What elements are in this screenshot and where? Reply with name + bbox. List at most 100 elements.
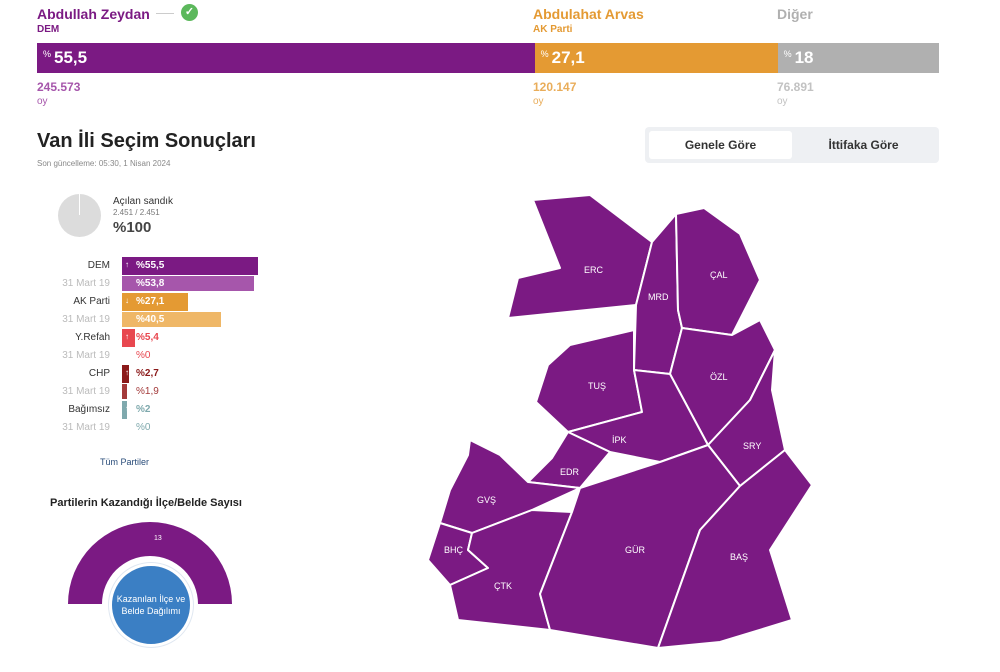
- candidate-1: Abdullah Zeydan DEM: [37, 6, 150, 35]
- party-bar: [122, 365, 129, 383]
- party-prev-pct: %0: [136, 422, 151, 433]
- party-row-4: Bağımsız ↑ %2: [0, 401, 300, 419]
- prev-election-label: 31 Mart 19: [62, 278, 110, 289]
- district-ipk[interactable]: [567, 369, 709, 463]
- party-pct: %2,7: [136, 368, 159, 379]
- district-label-10: ÇTK: [494, 581, 512, 591]
- party-name: AK Parti: [73, 296, 110, 307]
- party-prev-pct: %40,5: [136, 314, 165, 325]
- party-prev-pct: %53,8: [136, 278, 165, 289]
- district-label-11: GÜR: [625, 545, 646, 555]
- votes-other-count: 76.891: [777, 80, 814, 94]
- pct-sign: %: [540, 49, 549, 59]
- candidate-3: Diğer: [777, 6, 813, 22]
- votes-dem: 245.573 oy: [37, 80, 80, 107]
- candidate-1-name: Abdullah Zeydan: [37, 6, 150, 22]
- prev-election-label: 31 Mart 19: [62, 386, 110, 397]
- party-prev-bar: [122, 384, 127, 399]
- district-label-9: BHÇ: [444, 545, 464, 555]
- votes-other: 76.891 oy: [777, 80, 814, 107]
- tab-general[interactable]: Genele Göre: [649, 131, 792, 159]
- last-updated: Son güncelleme: 05:30, 1 Nisan 2024: [37, 159, 171, 168]
- gauge-arc: [68, 522, 232, 604]
- votes-dem-count: 245.573: [37, 80, 81, 94]
- district-label-6: SRY: [743, 441, 761, 451]
- all-parties-link[interactable]: Tüm Partiler: [100, 457, 150, 467]
- candidate-2-party: AK Parti: [533, 24, 573, 35]
- party-name: Y.Refah: [75, 332, 110, 343]
- district-cal[interactable]: [675, 207, 761, 336]
- results-bar: % 55,5 % 27,1 % 18: [37, 43, 939, 73]
- ballot-box-count: 2.451 / 2.451: [113, 208, 160, 217]
- district-map: ERC MRD ÇAL TUŞ ÖZL İPK SRY EDR GVŞ BHÇ ÇTK GÜR BAŞ: [427, 194, 813, 649]
- votes-other-unit: oy: [777, 96, 788, 107]
- ballot-box-label: Açılan sandık: [113, 196, 174, 207]
- party-prev-bar: [122, 312, 222, 327]
- district-label-7: EDR: [560, 467, 580, 477]
- party-prev-row-3: 31 Mart 19 %1,9: [0, 383, 300, 401]
- district-erc[interactable]: [507, 194, 653, 319]
- votes-akp-count: 120.147: [533, 80, 577, 94]
- district-bas[interactable]: [657, 449, 813, 649]
- candidate-3-name: Diğer: [777, 6, 813, 22]
- result-pct-other: 18: [794, 48, 814, 67]
- party-prev-pct: %1,9: [136, 386, 159, 397]
- party-prev-pct: %0: [136, 350, 151, 361]
- party-pct: %55,5: [136, 260, 165, 271]
- candidate-2-name: Abdulahat Arvas: [533, 6, 644, 22]
- district-label-5: İPK: [612, 435, 627, 445]
- district-label-0: ERC: [584, 265, 604, 275]
- view-toggle: Genele Göre İttifaka Göre: [645, 127, 939, 163]
- party-prev-row-2: 31 Mart 19 %0: [0, 347, 300, 365]
- result-segment-dem: % 55,5: [37, 43, 535, 73]
- party-name: Bağımsız: [68, 404, 110, 415]
- party-pct: %2: [136, 404, 151, 415]
- distribution-button[interactable]: Kazanılan İlçe ve Belde Dağılımı: [109, 563, 193, 647]
- district-edr[interactable]: [527, 431, 611, 489]
- trend-arrow-icon: ↓: [125, 296, 129, 305]
- pct-sign: %: [43, 49, 52, 59]
- trend-arrow-icon: ↑: [125, 404, 129, 413]
- prev-election-label: 31 Mart 19: [62, 314, 110, 325]
- winner-check-icon: ✓: [181, 4, 198, 21]
- party-bar: [122, 257, 258, 275]
- result-pct-akp: 27,1: [551, 48, 585, 67]
- winner-gauge: [68, 522, 232, 604]
- party-row-1: AK Parti ↓ %27,1: [0, 293, 300, 311]
- page-title: Van İli Seçim Sonuçları: [37, 130, 256, 152]
- votes-dem-unit: oy: [37, 96, 48, 107]
- district-label-3: TUŞ: [588, 381, 606, 391]
- district-label-12: BAŞ: [730, 552, 748, 562]
- party-prev-bar: [122, 276, 254, 291]
- party-pct: %27,1: [136, 296, 165, 307]
- prev-election-label: 31 Mart 19: [62, 422, 110, 433]
- candidate-1-party: DEM: [37, 24, 60, 35]
- party-bar: [122, 401, 127, 419]
- votes-akp-unit: oy: [533, 96, 544, 107]
- prev-election-label: 31 Mart 19: [62, 350, 110, 361]
- party-row-2: Y.Refah ↑ %5,4: [0, 329, 300, 347]
- gauge-count: 13: [154, 535, 162, 542]
- party-bar: [122, 293, 189, 311]
- party-bar: [122, 329, 136, 347]
- winner-divider: [156, 13, 174, 14]
- district-label-4: ÖZL: [710, 372, 728, 382]
- result-segment-other: % 18: [777, 43, 939, 73]
- votes-akp: 120.147 oy: [533, 80, 576, 107]
- pct-sign: %: [783, 49, 792, 59]
- ballot-box-pct: %100: [113, 219, 152, 236]
- district-label-2: ÇAL: [710, 270, 728, 280]
- party-pct: %5,4: [136, 332, 159, 343]
- district-label-8: GVŞ: [477, 495, 496, 505]
- result-pct-dem: 55,5: [54, 48, 88, 67]
- trend-arrow-icon: ↑: [125, 260, 129, 269]
- party-row-3: CHP ↑ %2,7: [0, 365, 300, 383]
- distribution-button-line2: Belde Dağılımı: [121, 606, 181, 616]
- gauge-title: Partilerin Kazandığı İlçe/Belde Sayısı: [50, 497, 242, 509]
- party-name: DEM: [87, 260, 110, 271]
- distribution-button-line1: Kazanılan İlçe ve: [116, 594, 186, 604]
- trend-arrow-icon: ↑: [125, 368, 129, 377]
- party-name: CHP: [88, 368, 110, 379]
- candidate-2: Abdulahat Arvas AK Parti: [533, 6, 644, 35]
- tab-alliance[interactable]: İttifaka Göre: [828, 138, 899, 152]
